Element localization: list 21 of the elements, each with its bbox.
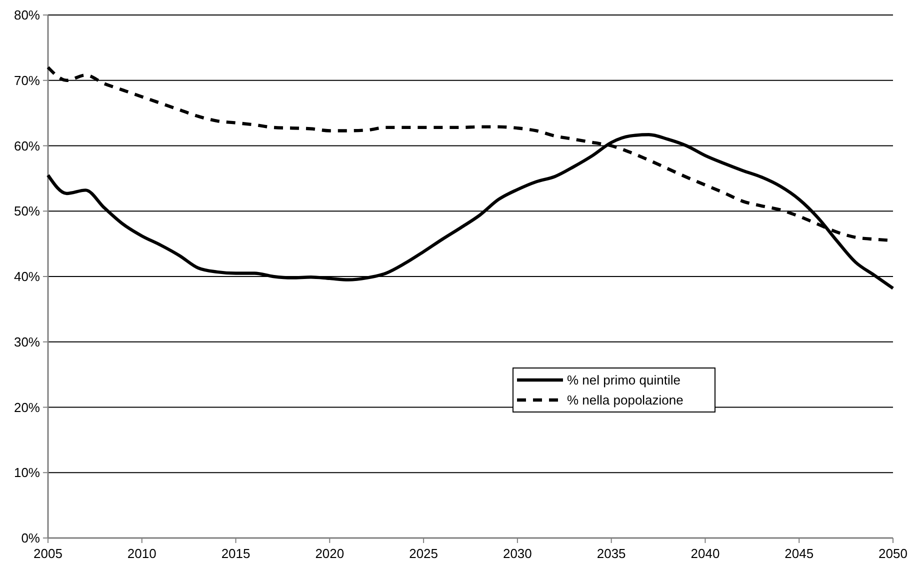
x-tick-label: 2030 bbox=[502, 546, 532, 561]
x-tick-label: 2025 bbox=[409, 546, 438, 561]
y-tick-label: 50% bbox=[14, 204, 40, 219]
x-tick-label: 2040 bbox=[690, 546, 720, 561]
y-tick-label: 30% bbox=[14, 334, 40, 350]
x-tick-label: 2005 bbox=[34, 546, 62, 561]
x-tick-label: 2020 bbox=[315, 546, 344, 561]
x-tick-label: 2035 bbox=[596, 546, 626, 561]
y-tick-label: 70% bbox=[14, 72, 40, 88]
y-tick-label: 40% bbox=[14, 269, 40, 284]
y-tick-label: 10% bbox=[14, 465, 40, 480]
y-tick-label: 60% bbox=[14, 138, 40, 154]
x-tick-label: 2050 bbox=[878, 546, 908, 561]
legend-label: % nella popolazione bbox=[567, 392, 684, 408]
x-tick-label: 2010 bbox=[127, 546, 156, 561]
x-tick-label: 2045 bbox=[784, 546, 814, 561]
y-tick-label: 0% bbox=[21, 530, 40, 546]
y-tick-label: 80% bbox=[14, 8, 40, 23]
y-tick-label: 20% bbox=[14, 400, 40, 415]
legend-label: % nel primo quintile bbox=[567, 372, 680, 388]
x-tick-label: 2015 bbox=[221, 546, 250, 561]
